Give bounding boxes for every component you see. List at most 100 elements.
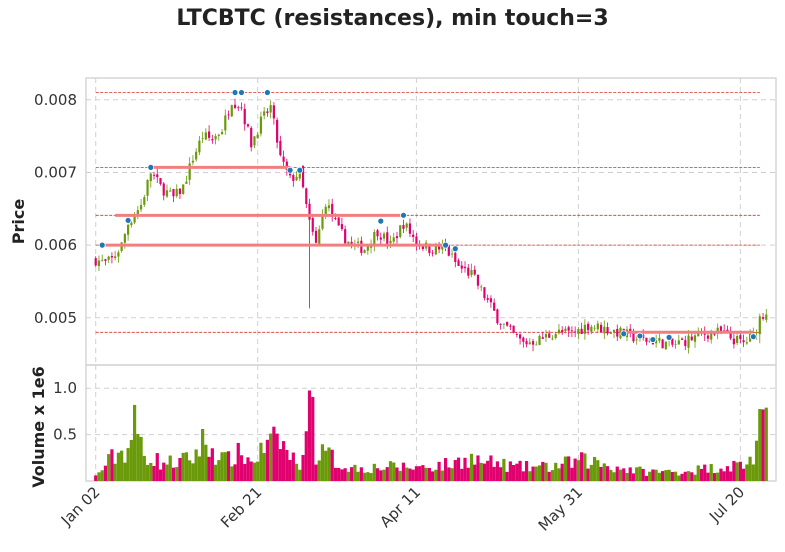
candle-body	[259, 116, 263, 134]
candle-body	[480, 286, 483, 288]
volume-bar	[534, 466, 538, 481]
volume-bar	[346, 471, 350, 481]
volume-bar	[476, 455, 480, 481]
candle-body	[599, 324, 603, 333]
volume-bar	[327, 447, 331, 481]
volume-bar	[392, 462, 396, 481]
candle-body	[224, 115, 227, 131]
candle-body	[301, 166, 305, 188]
volume-bar	[223, 452, 227, 481]
volume-bar	[149, 462, 153, 481]
volume-bar	[120, 450, 124, 481]
candle-body	[136, 210, 139, 215]
volume-bar	[398, 470, 402, 481]
volume-bar	[541, 461, 545, 481]
volume-bar	[615, 466, 619, 481]
volume-bar	[421, 465, 425, 481]
volume-bar	[246, 457, 250, 481]
volume-bar	[191, 463, 195, 481]
volume-bar	[557, 468, 561, 481]
volume-bar	[288, 459, 292, 481]
volume-bar	[722, 471, 726, 481]
candle-body	[324, 206, 327, 214]
volume-bar	[589, 464, 593, 481]
volume-bar	[285, 449, 289, 481]
candle-body	[732, 338, 735, 345]
volume-bar	[113, 463, 117, 481]
candle-body	[729, 330, 732, 339]
candle-body	[243, 108, 246, 125]
volume-bar	[330, 449, 334, 481]
volume-bar	[729, 471, 733, 481]
volume-bar	[554, 462, 558, 481]
volume-bar	[411, 469, 415, 481]
volume-bar	[742, 468, 746, 481]
volume-bar	[252, 462, 257, 481]
volume-bar	[706, 472, 710, 481]
candle-body	[548, 333, 551, 338]
candle-body	[603, 326, 606, 334]
candle-body	[269, 105, 272, 113]
volume-bar	[499, 467, 503, 481]
volume-bar	[165, 464, 169, 481]
candle-body	[389, 240, 392, 244]
volume-bar	[168, 455, 172, 481]
volume-bar	[372, 463, 376, 481]
candle-body	[344, 229, 347, 244]
candle-body	[139, 205, 143, 210]
candle-body	[739, 335, 742, 340]
volume-bar	[751, 464, 755, 481]
candle-body	[671, 338, 674, 345]
candle-body	[632, 331, 635, 342]
volume-bar	[492, 466, 496, 481]
candle-body	[127, 224, 130, 235]
volume-bar	[269, 433, 273, 481]
candle-body	[104, 259, 107, 261]
candle-body	[476, 274, 480, 286]
volume-bar	[307, 390, 312, 481]
candle-body	[311, 218, 314, 232]
volume-bar	[518, 460, 522, 481]
volume-bar	[576, 460, 580, 481]
volume-bar	[586, 468, 590, 481]
candle-body	[664, 341, 667, 350]
touch-point	[442, 241, 449, 249]
candle-body	[437, 245, 441, 250]
candle-body	[706, 335, 710, 339]
candle-body	[564, 328, 567, 332]
volume-bar	[175, 467, 179, 481]
volume-bar	[661, 471, 665, 481]
candle-body	[101, 259, 104, 261]
volume-bar	[680, 473, 684, 481]
volume-bar	[473, 464, 477, 481]
volume-bar	[592, 456, 597, 481]
volume-bar	[567, 456, 571, 481]
volume-bar	[110, 449, 114, 481]
volume-bar	[612, 472, 616, 481]
volume-bar	[207, 456, 211, 481]
volume-bar	[725, 466, 730, 481]
volume-bar	[142, 455, 146, 481]
volume-bar	[132, 404, 137, 481]
candle-body	[674, 343, 677, 345]
candle-body	[175, 188, 178, 197]
volume-bar	[301, 454, 305, 481]
volume-bar	[116, 452, 120, 481]
candle-body	[191, 160, 195, 163]
volume-bar	[460, 468, 464, 481]
volume-bar	[304, 431, 308, 481]
candle-body	[318, 229, 321, 244]
x-tick-label: Jan 02	[57, 483, 104, 530]
candle-body	[266, 111, 269, 113]
volume-bar	[583, 453, 587, 481]
touch-point	[400, 211, 407, 219]
touch-point	[231, 89, 239, 96]
volume-bar	[670, 471, 674, 481]
touch-point	[377, 217, 385, 225]
volume-bar	[171, 467, 176, 481]
volume-bar	[434, 469, 438, 481]
volume-bar	[628, 467, 632, 481]
candle-body	[761, 317, 765, 319]
volume-bar	[609, 469, 613, 481]
candle-body	[185, 181, 188, 184]
